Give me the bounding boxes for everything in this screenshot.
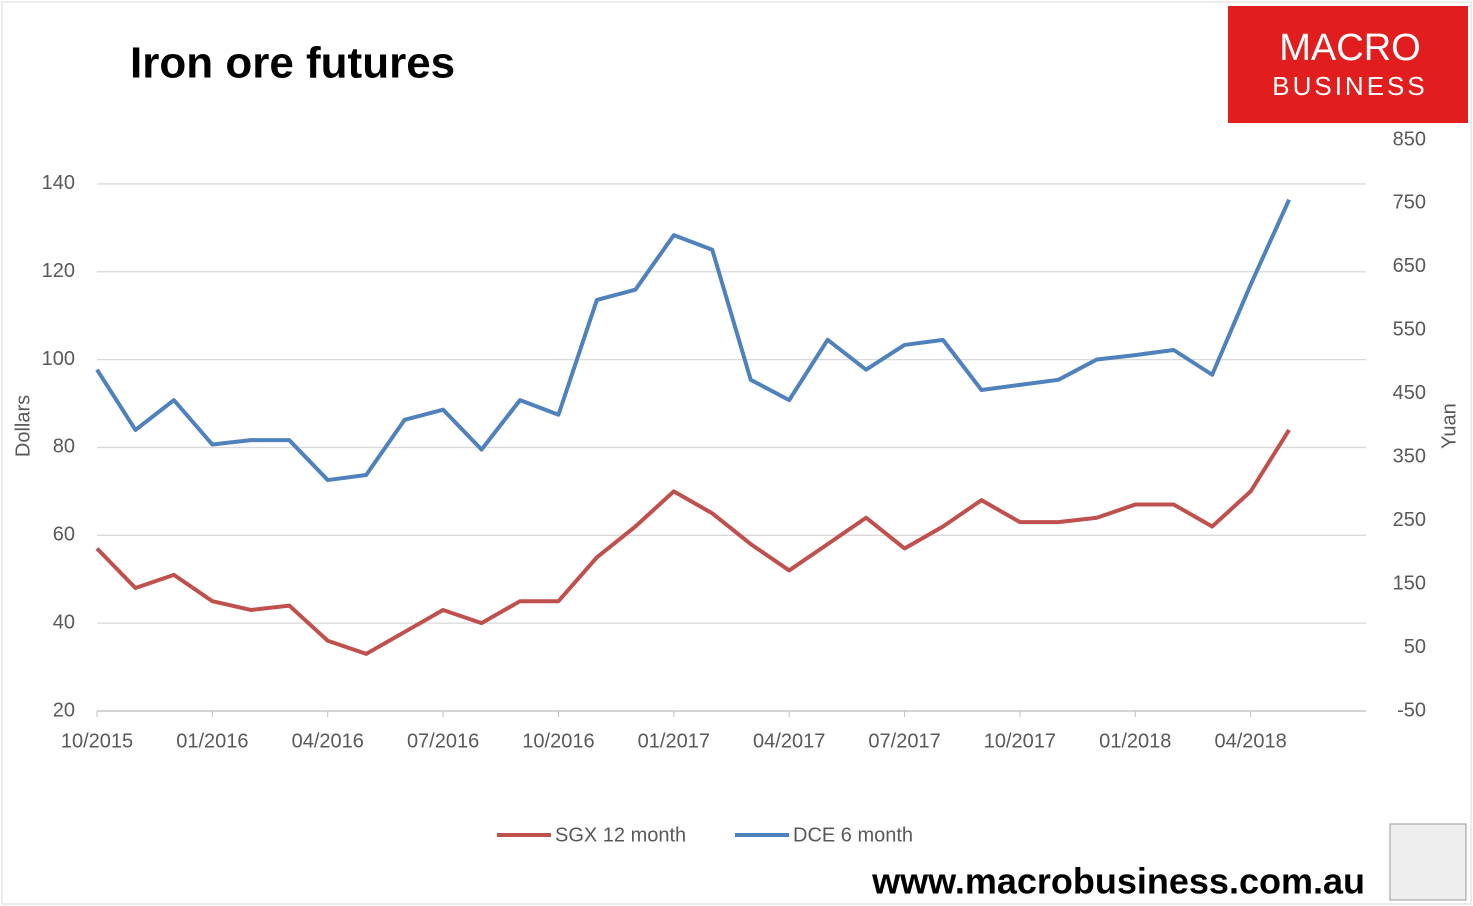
x-tick-label: 01/2016 [176,730,248,752]
y2-tick-label: 550 [1393,319,1426,341]
series-line [95,198,1291,483]
x-tick-label: 10/2015 [61,730,133,752]
y2-tick-label: 650 [1393,255,1426,277]
series-line [95,428,1291,656]
y-tick-label: 120 [42,260,75,282]
y2-axis-label: Yuan [1438,403,1460,449]
logo [1228,6,1468,123]
x-tick-label: 07/2016 [407,730,479,752]
logo-text: BUSINESS [1272,71,1428,101]
y2-tick-label: 250 [1393,509,1426,531]
x-tick-label: 10/2017 [984,730,1056,752]
y-axis-label: Dollars [12,395,34,457]
x-tick-label: 04/2016 [292,730,364,752]
y-tick-label: 20 [53,699,75,721]
legend-label: SGX 12 month [555,824,686,846]
fox-icon [1389,823,1467,901]
y2-tick-label: 850 [1393,128,1426,150]
x-tick-label: 10/2016 [522,730,594,752]
y-tick-label: 40 [53,611,75,633]
x-tick-label: 04/2017 [753,730,825,752]
y-tick-label: 140 [42,172,75,194]
y-tick-label: 60 [53,524,75,546]
logo-text: MACRO [1279,27,1420,69]
chart-title: Iron ore futures [130,39,455,88]
y2-tick-label: 150 [1393,572,1426,594]
x-tick-label: 07/2017 [868,730,940,752]
y2-tick-label: 450 [1393,382,1426,404]
y2-tick-label: 50 [1404,636,1426,658]
footer: www.macrobusiness.com.au [871,861,1365,902]
y2-tick-label: 350 [1393,446,1426,468]
x-tick-label: 01/2018 [1099,730,1171,752]
y2-tick-label: -50 [1397,699,1426,721]
legend-label: DCE 6 month [793,824,913,846]
y2-tick-label: 750 [1393,192,1426,214]
y-tick-label: 100 [42,348,75,370]
x-tick-label: 01/2017 [638,730,710,752]
y-tick-label: 80 [53,436,75,458]
x-tick-label: 04/2018 [1214,730,1286,752]
